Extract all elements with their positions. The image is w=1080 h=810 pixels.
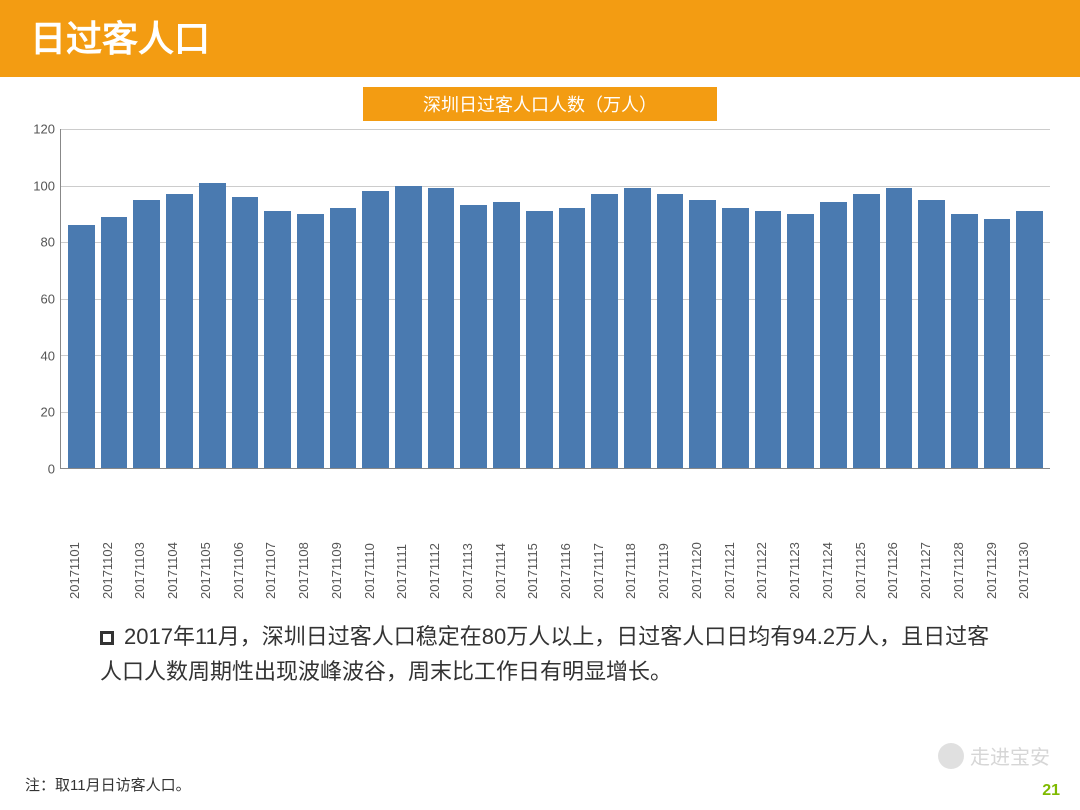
slide-title: 日过客人口 — [30, 10, 1050, 62]
bar — [689, 200, 716, 468]
x-tick-label: 20171103 — [132, 489, 159, 599]
x-tick-label: 20171111 — [394, 489, 421, 599]
bar — [624, 188, 651, 468]
bar — [460, 205, 487, 468]
bar — [657, 194, 684, 468]
bar — [918, 200, 945, 468]
x-tick-label: 20171121 — [722, 489, 749, 599]
footnote: 注：取11月日访客人口。 — [25, 774, 191, 795]
description-text: 2017年11月，深圳日过客人口稳定在80万人以上，日过客人口日均有94.2万人… — [100, 624, 989, 684]
bar — [362, 191, 389, 468]
x-tick-label: 20171129 — [984, 489, 1011, 599]
bullet-icon — [100, 631, 114, 645]
x-tick-label: 20171117 — [591, 489, 618, 599]
bar — [232, 197, 259, 468]
bar — [428, 188, 455, 468]
x-tick-label: 20171115 — [525, 489, 552, 599]
bar — [820, 202, 847, 468]
x-tick-label: 20171119 — [656, 489, 683, 599]
bar — [264, 211, 291, 468]
bar — [526, 211, 553, 468]
x-tick-label: 20171102 — [100, 489, 127, 599]
y-tick-label: 40 — [15, 348, 55, 363]
x-tick-label: 20171109 — [329, 489, 356, 599]
bars-container — [61, 129, 1050, 468]
bar — [395, 186, 422, 469]
bar — [199, 183, 226, 468]
watermark: 走进宝安 — [938, 741, 1050, 770]
bar — [330, 208, 357, 468]
bar — [1016, 211, 1043, 468]
bar — [853, 194, 880, 468]
bar — [101, 217, 128, 468]
bar — [755, 211, 782, 468]
x-tick-label: 20171122 — [754, 489, 781, 599]
bar — [787, 214, 814, 468]
x-tick-label: 20171101 — [67, 489, 94, 599]
wechat-icon — [938, 743, 964, 769]
bar — [493, 202, 520, 468]
bar — [591, 194, 618, 468]
y-tick-label: 20 — [15, 405, 55, 420]
bar — [297, 214, 324, 468]
bar — [68, 225, 95, 468]
bar-chart: 020406080100120 201711012017110220171103… — [15, 129, 1055, 489]
bar — [559, 208, 586, 468]
x-tick-label: 20171108 — [296, 489, 323, 599]
x-tick-label: 20171126 — [885, 489, 912, 599]
x-tick-label: 20171125 — [853, 489, 880, 599]
plot-area — [60, 129, 1050, 469]
x-tick-label: 20171105 — [198, 489, 225, 599]
x-tick-label: 20171116 — [558, 489, 585, 599]
bar — [984, 219, 1011, 468]
chart-area: 020406080100120 201711012017110220171103… — [0, 129, 1080, 489]
subtitle-wrap: 深圳日过客人口人数（万人） — [0, 77, 1080, 129]
chart-subtitle: 深圳日过客人口人数（万人） — [363, 87, 717, 121]
page-number: 21 — [1042, 782, 1060, 800]
bar — [166, 194, 193, 468]
x-tick-label: 20171107 — [263, 489, 290, 599]
watermark-text: 走进宝安 — [970, 741, 1050, 770]
y-tick-label: 100 — [15, 178, 55, 193]
bar — [951, 214, 978, 468]
x-tick-label: 20171124 — [820, 489, 847, 599]
x-axis-labels: 2017110120171102201711032017110420171105… — [60, 489, 1050, 599]
x-tick-label: 20171127 — [918, 489, 945, 599]
x-tick-label: 20171112 — [427, 489, 454, 599]
x-tick-label: 20171114 — [493, 489, 520, 599]
bar — [886, 188, 913, 468]
x-tick-label: 20171128 — [951, 489, 978, 599]
x-tick-label: 20171113 — [460, 489, 487, 599]
x-tick-label: 20171104 — [165, 489, 192, 599]
x-tick-label: 20171118 — [623, 489, 650, 599]
bar — [133, 200, 160, 468]
x-tick-label: 20171110 — [362, 489, 389, 599]
y-tick-label: 0 — [15, 462, 55, 477]
y-tick-label: 80 — [15, 235, 55, 250]
x-tick-label: 20171130 — [1016, 489, 1043, 599]
slide-header: 日过客人口 — [0, 0, 1080, 77]
bar — [722, 208, 749, 468]
x-tick-label: 20171123 — [787, 489, 814, 599]
x-tick-label: 20171120 — [689, 489, 716, 599]
y-tick-label: 120 — [15, 122, 55, 137]
y-tick-label: 60 — [15, 292, 55, 307]
x-tick-label: 20171106 — [231, 489, 258, 599]
